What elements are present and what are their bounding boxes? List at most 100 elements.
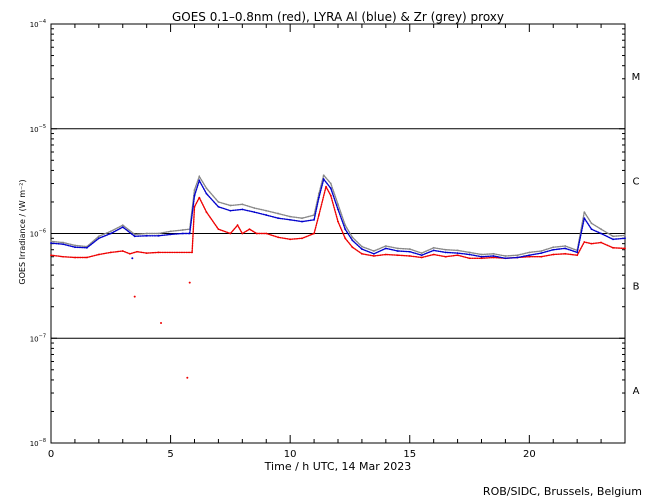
data-point-zr [432, 246, 435, 249]
data-point-goes [444, 255, 447, 258]
data-point-goes [420, 256, 423, 259]
data-point-goes [62, 255, 64, 258]
data-point-goes [277, 236, 280, 239]
data-point-al [277, 217, 280, 220]
data-point-goes [372, 255, 375, 257]
y-tick-label: 10−8 [30, 438, 46, 448]
x-tick-label: 0 [48, 449, 54, 460]
data-point-zr [540, 250, 543, 252]
data-point-zr [193, 189, 196, 191]
data-point-zr [289, 215, 292, 218]
data-point-zr [62, 241, 64, 244]
data-point-al [133, 235, 136, 238]
data-point-zr [468, 251, 471, 254]
data-point-goes [396, 254, 399, 257]
data-point-al [313, 218, 315, 221]
data-point-goes [193, 205, 196, 208]
data-point-al [193, 194, 196, 197]
data-point-zr [344, 224, 347, 227]
data-point-al [50, 242, 52, 244]
data-point-goes [301, 237, 304, 240]
y-tick-label-exponent: −6 [39, 229, 46, 235]
data-point-goes [217, 228, 220, 231]
data-point-goes [492, 256, 495, 259]
data-point-al [540, 252, 543, 254]
data-point-goes [317, 214, 320, 216]
data-point-zr [361, 245, 363, 248]
data-point-al [322, 178, 325, 181]
series-goes-trace [50, 184, 626, 260]
data-point-zr [121, 224, 124, 227]
outlier-point-al [131, 257, 134, 260]
data-point-al [169, 233, 172, 236]
data-point-goes [205, 211, 208, 214]
data-point-al [85, 246, 88, 249]
y-tick-label-base: 10 [30, 126, 39, 134]
data-point-goes [313, 232, 315, 235]
data-point-goes [198, 196, 201, 199]
data-point-zr [109, 230, 112, 233]
data-point-al [612, 238, 614, 241]
data-point-zr [205, 187, 208, 190]
data-point-goes [344, 237, 347, 240]
y-tick-label: 10−6 [30, 229, 46, 239]
data-point-zr [492, 252, 495, 255]
series-al [50, 177, 626, 260]
data-point-zr [198, 175, 201, 178]
data-point-al [74, 246, 76, 249]
data-point-goes [564, 252, 567, 255]
data-point-al [528, 254, 531, 257]
data-point-goes [576, 254, 579, 257]
data-point-zr [444, 248, 447, 251]
data-point-zr [253, 207, 256, 209]
data-point-al [217, 205, 220, 208]
data-point-goes [157, 251, 160, 254]
y-tick-label-base: 10 [30, 440, 39, 448]
data-point-goes [361, 252, 363, 255]
data-point-goes [351, 246, 354, 249]
data-point-al [480, 255, 483, 258]
x-tick-label: 10 [284, 449, 297, 460]
data-point-goes [432, 253, 435, 256]
data-point-al [337, 208, 339, 211]
data-point-goes [337, 220, 339, 223]
data-point-zr [504, 255, 507, 257]
data-point-goes [552, 253, 555, 256]
data-point-zr [624, 234, 626, 237]
outlier-point-goes [188, 281, 191, 284]
data-point-zr [408, 248, 411, 250]
series-zr [50, 173, 626, 257]
data-point-al [181, 232, 184, 235]
data-point-al [241, 208, 244, 211]
data-point-goes [540, 255, 543, 258]
credit-text: ROB/SIDC, Brussels, Belgium [483, 485, 642, 498]
data-point-goes [85, 256, 88, 259]
data-point-al [157, 234, 160, 237]
data-point-al [372, 252, 375, 255]
y-tick-label-exponent: −5 [39, 124, 46, 130]
data-point-goes [528, 255, 531, 258]
data-point-goes [191, 251, 194, 254]
data-point-zr [420, 252, 423, 254]
data-point-zr [480, 253, 483, 256]
series-goes [50, 184, 626, 260]
flare-class-label: C [633, 177, 640, 188]
data-point-goes [408, 255, 411, 257]
series-zr-trace [50, 173, 626, 257]
x-tick-label: 5 [167, 449, 173, 460]
data-point-al [516, 256, 519, 259]
data-point-goes [136, 250, 139, 253]
data-point-zr [372, 250, 375, 252]
data-point-goes [241, 232, 244, 235]
flare-class-label: A [633, 386, 640, 397]
data-point-zr [396, 247, 399, 250]
data-point-al [351, 239, 354, 242]
data-point-goes [255, 232, 258, 235]
outlier-point-goes [186, 376, 189, 379]
data-point-al [344, 228, 347, 231]
chart-title: GOES 0.1–0.8nm (red), LYRA Al (blue) & Z… [172, 10, 504, 24]
data-point-zr [97, 235, 100, 238]
data-point-al [289, 218, 292, 221]
